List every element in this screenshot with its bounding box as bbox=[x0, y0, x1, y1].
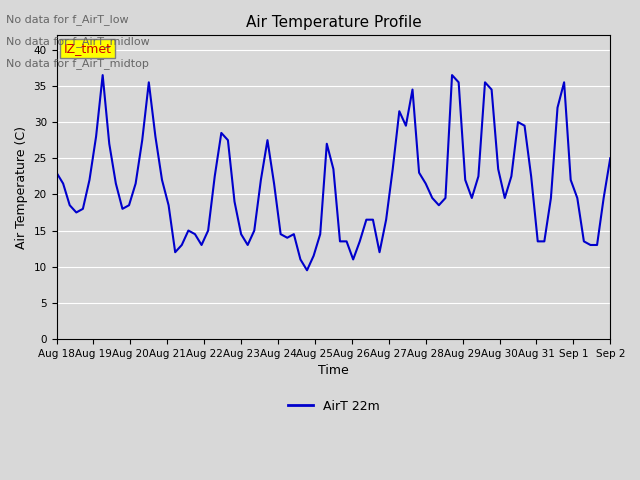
X-axis label: Time: Time bbox=[318, 364, 349, 377]
Legend: AirT 22m: AirT 22m bbox=[282, 395, 384, 418]
Y-axis label: Air Temperature (C): Air Temperature (C) bbox=[15, 126, 28, 249]
Text: No data for f_AirT_midtop: No data for f_AirT_midtop bbox=[6, 58, 149, 69]
Text: No data for f_AirT_low: No data for f_AirT_low bbox=[6, 14, 129, 25]
Text: IZ_tmet: IZ_tmet bbox=[63, 42, 111, 55]
Text: No data for f_AirT_midlow: No data for f_AirT_midlow bbox=[6, 36, 150, 47]
Title: Air Temperature Profile: Air Temperature Profile bbox=[246, 15, 421, 30]
